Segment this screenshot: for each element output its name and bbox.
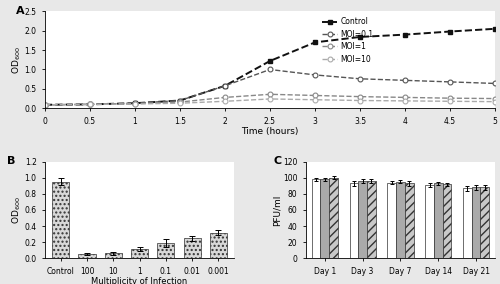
Control xyxy=(492,27,498,30)
Text: C: C xyxy=(274,156,282,166)
Bar xyxy=(367,181,376,258)
MOI=10 xyxy=(87,103,93,106)
MOI=10 xyxy=(447,100,453,103)
Bar xyxy=(405,183,413,258)
Line: Control: Control xyxy=(42,26,498,107)
Bar xyxy=(320,179,329,258)
Bar xyxy=(104,253,122,258)
Control xyxy=(132,101,138,105)
MOI=1 xyxy=(132,102,138,105)
Y-axis label: OD$_{600}$: OD$_{600}$ xyxy=(10,196,23,224)
Legend: Control, MOI=0.1, MOI=1, MOI=10: Control, MOI=0.1, MOI=1, MOI=10 xyxy=(319,14,376,67)
MOI=0.1 xyxy=(132,101,138,105)
MOI=1 xyxy=(222,96,228,99)
Bar xyxy=(52,182,70,258)
X-axis label: Multiplicity of Infection: Multiplicity of Infection xyxy=(92,277,188,284)
Bar xyxy=(350,183,358,258)
Bar xyxy=(472,187,480,258)
Bar xyxy=(329,178,338,258)
Y-axis label: PFU/ml: PFU/ml xyxy=(272,194,281,226)
Control xyxy=(267,59,273,63)
Control xyxy=(447,30,453,33)
Control xyxy=(42,103,48,106)
Bar xyxy=(480,187,489,258)
Bar xyxy=(131,249,148,258)
MOI=10 xyxy=(267,97,273,101)
Text: B: B xyxy=(7,156,16,166)
MOI=1 xyxy=(267,93,273,96)
MOI=10 xyxy=(312,98,318,101)
X-axis label: Time (hours): Time (hours) xyxy=(242,127,298,136)
Bar xyxy=(184,238,200,258)
Bar xyxy=(463,188,471,258)
Bar xyxy=(210,233,227,258)
Control xyxy=(357,35,363,39)
Text: A: A xyxy=(16,6,24,16)
MOI=0.1 xyxy=(402,79,408,82)
MOI=10 xyxy=(222,100,228,103)
MOI=1 xyxy=(357,95,363,98)
MOI=10 xyxy=(357,99,363,102)
MOI=0.1 xyxy=(267,68,273,71)
Line: MOI=10: MOI=10 xyxy=(42,97,498,107)
MOI=10 xyxy=(402,99,408,103)
MOI=10 xyxy=(132,102,138,106)
Bar xyxy=(78,254,96,258)
MOI=0.1 xyxy=(447,80,453,83)
MOI=1 xyxy=(312,94,318,97)
MOI=1 xyxy=(177,100,183,104)
MOI=10 xyxy=(492,100,498,103)
Line: MOI=0.1: MOI=0.1 xyxy=(42,67,498,107)
Bar xyxy=(388,183,396,258)
MOI=0.1 xyxy=(357,77,363,80)
Bar xyxy=(425,185,434,258)
MOI=10 xyxy=(177,101,183,105)
Line: MOI=1: MOI=1 xyxy=(42,92,498,107)
MOI=1 xyxy=(87,103,93,106)
Bar xyxy=(434,183,442,258)
Control xyxy=(402,33,408,36)
Bar xyxy=(158,243,174,258)
MOI=1 xyxy=(492,97,498,100)
Control xyxy=(312,41,318,44)
MOI=0.1 xyxy=(492,82,498,85)
Bar xyxy=(358,181,367,258)
Control xyxy=(87,103,93,106)
MOI=1 xyxy=(447,97,453,100)
Control xyxy=(177,99,183,102)
MOI=0.1 xyxy=(177,99,183,102)
MOI=0.1 xyxy=(42,103,48,106)
MOI=10 xyxy=(42,103,48,106)
Control xyxy=(222,84,228,87)
MOI=1 xyxy=(42,103,48,106)
MOI=1 xyxy=(402,96,408,99)
Bar xyxy=(442,184,452,258)
Bar xyxy=(396,182,405,258)
MOI=0.1 xyxy=(87,103,93,106)
Bar xyxy=(312,179,320,258)
MOI=0.1 xyxy=(312,73,318,77)
Y-axis label: OD$_{600}$: OD$_{600}$ xyxy=(10,46,23,74)
MOI=0.1 xyxy=(222,84,228,87)
